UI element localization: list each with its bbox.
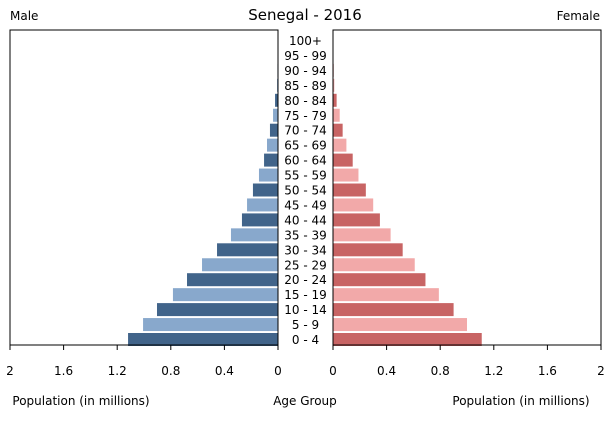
male-bar-45-49	[247, 198, 278, 211]
chart-title: Senegal - 2016	[248, 6, 362, 24]
female-x-tick-label: 0.4	[377, 364, 396, 378]
female-bar-10-14	[333, 303, 454, 316]
male-bar-55-59	[259, 169, 278, 182]
female-bar-60-64	[333, 154, 353, 167]
male-bar-50-54	[253, 184, 278, 197]
male-bar-35-39	[231, 228, 278, 241]
x-axis-label-left: Population (in millions)	[12, 394, 149, 408]
female-bar-20-24	[333, 273, 425, 286]
age-group-label: 40 - 44	[284, 213, 327, 227]
female-x-tick-label: 1.2	[484, 364, 503, 378]
age-group-label: 90 - 94	[284, 64, 327, 78]
male-bar-15-19	[173, 288, 278, 301]
female-bar-25-29	[333, 258, 415, 271]
age-group-label: 85 - 89	[284, 79, 327, 93]
male-bar-5-9	[143, 318, 278, 331]
age-group-label: 100+	[289, 34, 322, 48]
female-bar-35-39	[333, 228, 391, 241]
male-bar-40-44	[242, 213, 278, 226]
male-bar-0-4	[128, 333, 278, 346]
male-bar-65-69	[267, 139, 278, 152]
age-group-label: 75 - 79	[284, 109, 327, 123]
male-bar-20-24	[187, 273, 278, 286]
age-group-label: 45 - 49	[284, 198, 327, 212]
female-bar-0-4	[333, 333, 482, 346]
female-bar-65-69	[333, 139, 346, 152]
male-label: Male	[10, 9, 38, 23]
female-bar-75-79	[333, 109, 340, 122]
male-bar-60-64	[264, 154, 278, 167]
female-bar-55-59	[333, 169, 358, 182]
male-x-tick-label: 1.2	[108, 364, 127, 378]
male-x-tick-label: 2	[6, 364, 14, 378]
age-group-label: 5 - 9	[292, 318, 319, 332]
female-x-tick-label: 0	[329, 364, 337, 378]
age-group-label: 20 - 24	[284, 273, 327, 287]
age-group-label: 80 - 84	[284, 94, 327, 108]
female-bar-40-44	[333, 213, 380, 226]
male-bar-25-29	[202, 258, 278, 271]
female-bar-45-49	[333, 198, 373, 211]
age-group-label: 60 - 64	[284, 154, 327, 168]
age-group-label: 0 - 4	[292, 333, 319, 347]
male-x-tick-label: 0	[274, 364, 282, 378]
male-x-tick-label: 1.6	[54, 364, 73, 378]
male-bar-10-14	[157, 303, 278, 316]
male-bar-30-34	[217, 243, 278, 256]
age-group-label: 55 - 59	[284, 169, 327, 183]
female-x-tick-label: 1.6	[538, 364, 557, 378]
female-bar-70-74	[333, 124, 343, 137]
female-bar-5-9	[333, 318, 467, 331]
age-group-label: 50 - 54	[284, 184, 327, 198]
male-bar-75-79	[273, 109, 278, 122]
age-group-label: 95 - 99	[284, 49, 327, 63]
x-axis-label-center: Age Group	[273, 394, 337, 408]
age-group-label: 15 - 19	[284, 288, 327, 302]
female-bar-50-54	[333, 184, 366, 197]
female-bar-15-19	[333, 288, 439, 301]
age-group-label: 35 - 39	[284, 228, 327, 242]
female-label: Female	[557, 9, 600, 23]
female-x-tick-label: 2	[597, 364, 605, 378]
age-group-label: 10 - 14	[284, 303, 327, 317]
female-x-tick-label: 0.8	[431, 364, 450, 378]
male-x-tick-label: 0.4	[215, 364, 234, 378]
age-group-label: 30 - 34	[284, 243, 327, 257]
male-bar-70-74	[270, 124, 278, 137]
male-x-tick-label: 0.8	[161, 364, 180, 378]
female-bar-30-34	[333, 243, 403, 256]
age-group-label: 25 - 29	[284, 258, 327, 272]
female-bar-80-84	[333, 94, 337, 107]
age-group-label: 65 - 69	[284, 139, 327, 153]
x-axis-label-right: Population (in millions)	[452, 394, 589, 408]
age-group-label: 70 - 74	[284, 124, 327, 138]
